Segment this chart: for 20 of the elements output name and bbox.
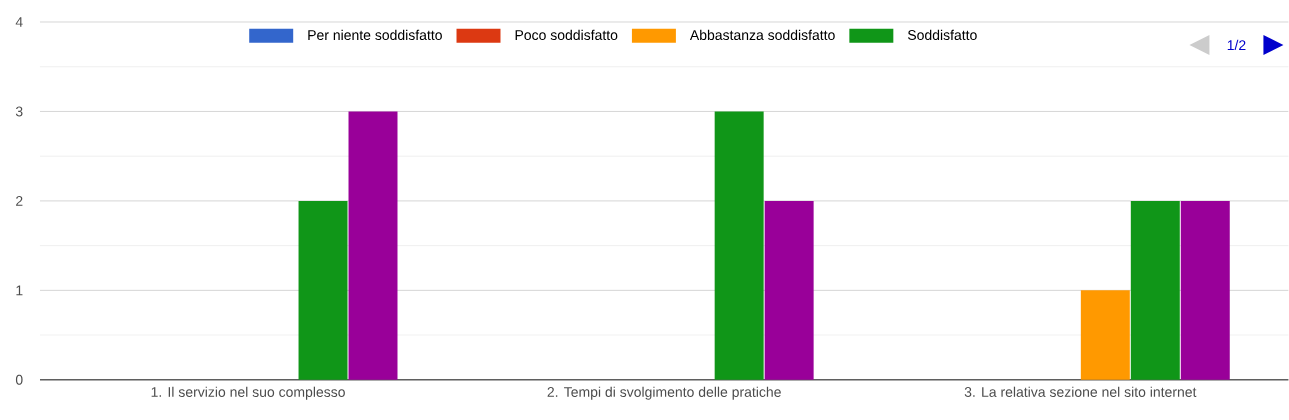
bar bbox=[1080, 290, 1130, 380]
x-tick-label: 1. Il servizio nel suo complesso bbox=[151, 386, 345, 400]
bar bbox=[1130, 201, 1180, 380]
legend-label: Poco soddisfatto bbox=[515, 29, 618, 41]
legend-label: Abbastanza soddisfatto bbox=[689, 29, 835, 41]
bar bbox=[1180, 201, 1230, 380]
x-tick-label: 2. Tempi di svolgimento delle pratiche bbox=[547, 386, 781, 400]
y-tick-label: 4 bbox=[15, 17, 23, 27]
bar bbox=[764, 201, 814, 380]
y-tick-label: 1 bbox=[16, 285, 23, 296]
legend-label: Per niente soddisfatto bbox=[308, 29, 442, 41]
bar bbox=[298, 201, 348, 380]
y-tick-label: 2 bbox=[16, 196, 23, 206]
y-tick-label: 3 bbox=[15, 106, 23, 117]
bar bbox=[714, 111, 764, 380]
legend-label: Soddisfatto bbox=[907, 29, 977, 41]
x-tick-label: 3. La relativa sezione nel sito internet bbox=[964, 386, 1197, 398]
y-tick-label: 0 bbox=[15, 374, 23, 385]
annotation: 1/2 bbox=[1227, 39, 1246, 51]
bar bbox=[348, 111, 398, 380]
